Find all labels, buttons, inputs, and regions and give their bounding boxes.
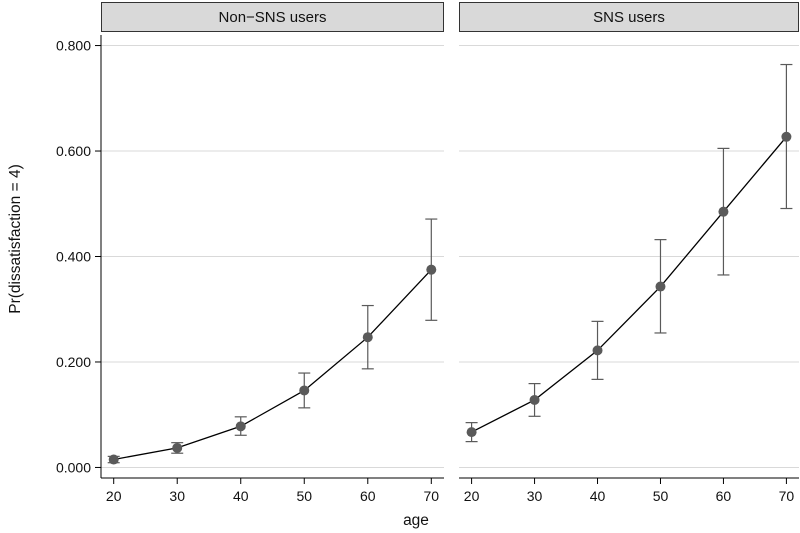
y-tick-label: 0.400 (56, 249, 91, 265)
data-point (426, 264, 437, 275)
series-line (471, 136, 787, 433)
y-tick-label: 0.200 (56, 354, 91, 370)
x-tick-label: 70 (779, 488, 795, 504)
x-tick-label: 20 (464, 488, 480, 504)
panel-strip (101, 2, 444, 32)
x-tick-label: 40 (590, 488, 606, 504)
panel-1: Non−SNS users 20 30 40 50 60 70 (101, 2, 444, 504)
x-tick-label: 50 (296, 488, 312, 504)
data-point (235, 421, 246, 432)
data-point (781, 131, 792, 142)
data-point (529, 394, 540, 405)
panel-strip (459, 2, 799, 32)
y-tick-label: 0.800 (56, 38, 91, 54)
panels-layer: Non−SNS users 20 30 40 50 60 70 SNS users 20 30 40… (101, 2, 799, 504)
data-point (172, 442, 183, 453)
data-point (718, 206, 729, 217)
x-tick-label: 60 (716, 488, 732, 504)
data-point (299, 385, 310, 396)
x-tick-label: 40 (233, 488, 249, 504)
x-tick-label: 50 (653, 488, 669, 504)
panel-strip-title: Non−SNS users (219, 9, 327, 26)
x-axis-title: age (403, 512, 429, 529)
data-point (362, 332, 373, 343)
data-point (655, 281, 666, 292)
panel-strip-title: SNS users (593, 9, 665, 26)
data-point (592, 345, 603, 356)
x-tick-label: 30 (527, 488, 543, 504)
x-tick-label: 30 (169, 488, 185, 504)
data-point (108, 454, 119, 465)
x-tick-label: 70 (424, 488, 440, 504)
x-tick-label: 60 (360, 488, 376, 504)
y-axis-title: Pr(dissatisfaction = 4) (7, 164, 24, 313)
panel-2: SNS users 20 30 40 50 60 70 (459, 2, 799, 504)
x-tick-label: 20 (106, 488, 122, 504)
y-tick-label: 0.000 (56, 459, 91, 475)
y-axis: 0.000 0.200 0.400 0.600 0.800 (56, 35, 102, 478)
y-tick-label: 0.600 (56, 143, 91, 159)
data-point (466, 427, 477, 438)
series-line (113, 269, 432, 461)
